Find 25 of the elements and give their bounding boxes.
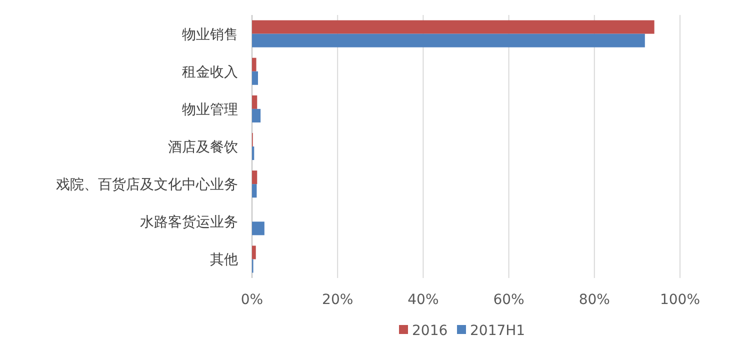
bar: [252, 108, 261, 122]
y-tick-label: 租金收入: [182, 64, 238, 80]
bar: [252, 20, 654, 34]
bar: [252, 95, 258, 109]
y-tick-label: 物业管理: [182, 102, 238, 118]
x-tick-label: 0%: [240, 292, 264, 308]
x-tick-label: 60%: [493, 292, 524, 308]
bar: [252, 34, 645, 48]
bar: [252, 184, 257, 198]
bar: [252, 222, 264, 236]
x-tick-label: 40%: [408, 292, 439, 308]
y-tick-label: 其他: [210, 252, 238, 268]
y-tick-label: 水路客货运业务: [140, 214, 238, 231]
bar: [252, 58, 256, 72]
x-tick-label: 100%: [660, 292, 700, 308]
legend-label: 2017H1: [470, 323, 526, 339]
bar: [252, 71, 258, 85]
y-tick-label: 戏院、百货店及文化中心业务: [56, 177, 238, 194]
bar: [252, 170, 258, 184]
y-tick-label: 物业销售: [182, 26, 238, 43]
legend-label: 2016: [412, 323, 448, 339]
x-tick-label: 20%: [322, 292, 354, 308]
y-tick-label: 酒店及餐饮: [168, 140, 238, 156]
bar: [252, 246, 256, 260]
x-tick-label: 80%: [578, 292, 610, 308]
